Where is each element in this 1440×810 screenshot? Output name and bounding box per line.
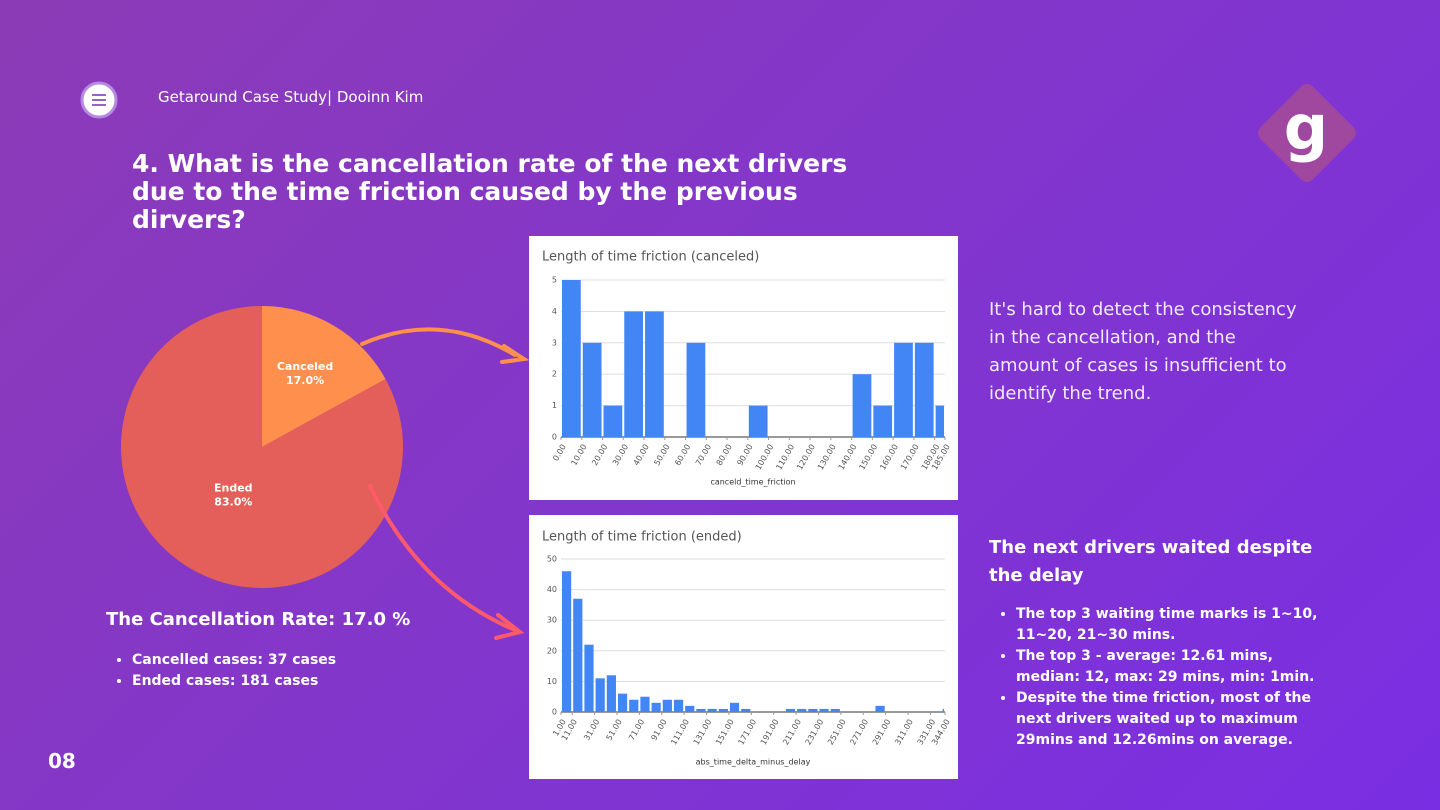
slice-value-label: 83.0% <box>214 496 252 509</box>
histogram-bar <box>562 280 581 437</box>
pie-slice <box>262 306 386 447</box>
y-tick-label: 1 <box>552 401 557 410</box>
histogram-bar <box>819 708 829 712</box>
y-tick-label: 2 <box>552 370 557 379</box>
svg-text:g: g <box>1284 91 1328 164</box>
right-bullets: The top 3 waiting time marks is 1~10, 11… <box>996 604 1336 751</box>
histogram-bar <box>584 644 594 712</box>
histogram-bar <box>707 708 717 712</box>
histogram-bar <box>686 342 706 437</box>
histogram-bar <box>603 405 623 437</box>
chart-title: Length of time friction (ended) <box>542 530 742 545</box>
slice-value-label: 17.0% <box>286 374 324 387</box>
histogram-bar <box>914 342 934 437</box>
histogram-bar <box>729 702 740 712</box>
left-bullets: Cancelled cases: 37 cases Ended cases: 1… <box>112 650 336 692</box>
header-title: Getaround Case Study| Dooinn Kim <box>158 88 424 106</box>
x-axis-label: abs_time_delta_minus_delay <box>696 758 811 767</box>
histogram-bar <box>640 696 650 712</box>
histogram-bar <box>629 699 639 712</box>
histogram-bar <box>873 405 893 437</box>
right-title: The next drivers waited despite the dela… <box>989 537 1313 586</box>
histogram-bar <box>935 405 944 437</box>
slice-label: Ended <box>214 482 253 495</box>
pie-slice <box>121 306 403 588</box>
bullet: Ended cases: 181 cases <box>132 671 336 692</box>
slice-label: Canceled <box>277 360 333 373</box>
histogram-bar <box>573 598 583 712</box>
histogram-bar <box>595 678 605 712</box>
histogram-bar <box>718 708 728 712</box>
y-tick-label: 0 <box>552 708 557 717</box>
histogram-bar <box>942 708 944 712</box>
histogram-bar <box>748 405 768 437</box>
histogram-bar <box>562 571 572 712</box>
bullet: The top 3 waiting time marks is 1~10, 11… <box>1016 604 1336 646</box>
histogram-bar <box>662 699 672 712</box>
x-axis-label: canceld_time_friction <box>710 478 795 487</box>
histogram-bar <box>645 311 664 437</box>
menu-icon <box>92 94 106 106</box>
y-tick-label: 10 <box>547 677 557 686</box>
arrows <box>360 327 530 640</box>
histogram-bar <box>685 705 695 712</box>
histogram-bar <box>830 708 840 712</box>
histogram-bar <box>797 708 807 712</box>
histogram-bar <box>785 708 796 712</box>
logo: g <box>1257 83 1357 183</box>
histogram-bar <box>741 708 751 712</box>
histogram-bar <box>651 702 661 712</box>
histogram-bar <box>624 311 644 437</box>
histogram-bar <box>852 374 872 437</box>
histogram-bar <box>617 693 628 712</box>
bullet: Cancelled cases: 37 cases <box>132 650 336 671</box>
bullet: Despite the time friction, most of the n… <box>1016 688 1336 751</box>
histogram-bar <box>673 699 684 712</box>
histogram-bar <box>582 342 602 437</box>
histogram-bar <box>808 708 818 712</box>
y-tick-label: 50 <box>547 555 557 564</box>
bullet: The top 3 - average: 12.61 mins, median:… <box>1016 646 1336 688</box>
histogram-bar <box>875 705 885 712</box>
y-tick-label: 30 <box>547 616 557 625</box>
y-tick-label: 3 <box>552 338 557 347</box>
y-tick-label: 5 <box>552 276 557 285</box>
paragraph: It's hard to detect the consistency in t… <box>989 299 1297 404</box>
y-tick-label: 0 <box>552 433 557 442</box>
histogram-bar <box>894 342 913 437</box>
y-tick-label: 40 <box>547 585 557 594</box>
page-number: 08 <box>48 749 76 773</box>
histogram-bar <box>696 708 706 712</box>
left-title: The Cancellation Rate: 17.0 % <box>106 609 411 630</box>
y-tick-label: 20 <box>547 646 557 655</box>
y-tick-label: 4 <box>552 307 557 316</box>
heading: 4. What is the cancellation rate of the … <box>132 149 848 234</box>
chart-title: Length of time friction (canceled) <box>542 250 759 265</box>
histogram-bar <box>606 675 616 712</box>
